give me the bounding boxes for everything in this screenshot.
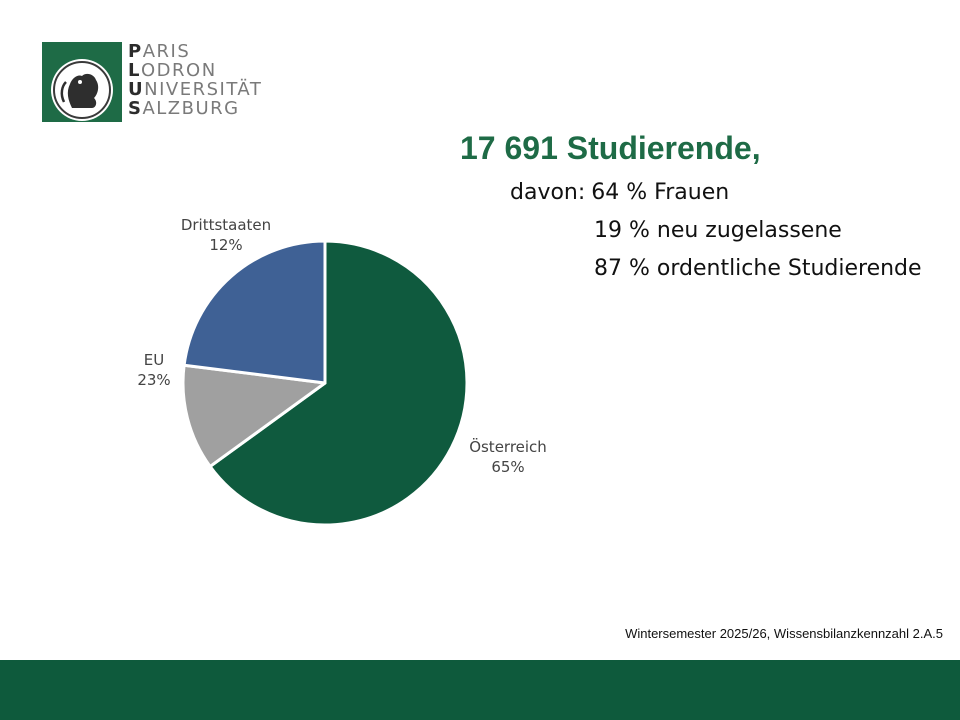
nationality-pie-chart: Österreich 65% Drittstaaten 12% EU 23% — [137, 216, 547, 527]
logo-line: PARIS — [128, 41, 191, 62]
logo-line: UNIVERSITÄT — [128, 79, 263, 100]
fact-line-women: davon: 64 % Frauen — [510, 180, 729, 205]
logo-line: LODRON — [128, 60, 217, 81]
fact-prefix: davon: — [510, 180, 586, 205]
logo-wordmark: PARIS LODRON UNIVERSITÄT SALZBURG — [128, 42, 262, 118]
slice-value-label: 65% — [491, 458, 524, 476]
pie-slice-eu — [182, 239, 327, 385]
fact-line-new: 19 % neu zugelassene — [594, 218, 842, 243]
pie-slice-österreich — [208, 239, 469, 527]
slice-value-label: 12% — [209, 236, 242, 254]
footer-bar — [0, 660, 960, 720]
slice-value-label: 23% — [137, 371, 170, 389]
logo-line: SALZBURG — [128, 98, 240, 119]
fact-text: 64 % Frauen — [591, 180, 730, 205]
student-count-headline: 17 691 Studierende, — [460, 130, 761, 166]
lion-seal-icon — [42, 42, 122, 122]
pie-slice-drittstaaten — [181, 363, 327, 468]
slice-name-label: Drittstaaten — [181, 216, 271, 234]
university-logo: PARIS LODRON UNIVERSITÄT SALZBURG — [42, 42, 262, 126]
slice-name-label: EU — [144, 351, 164, 369]
source-footnote: Wintersemester 2025/26, Wissensbilanzken… — [625, 626, 943, 641]
fact-line-regular: 87 % ordentliche Studierende — [594, 256, 922, 281]
slice-name-label: Österreich — [469, 437, 547, 456]
